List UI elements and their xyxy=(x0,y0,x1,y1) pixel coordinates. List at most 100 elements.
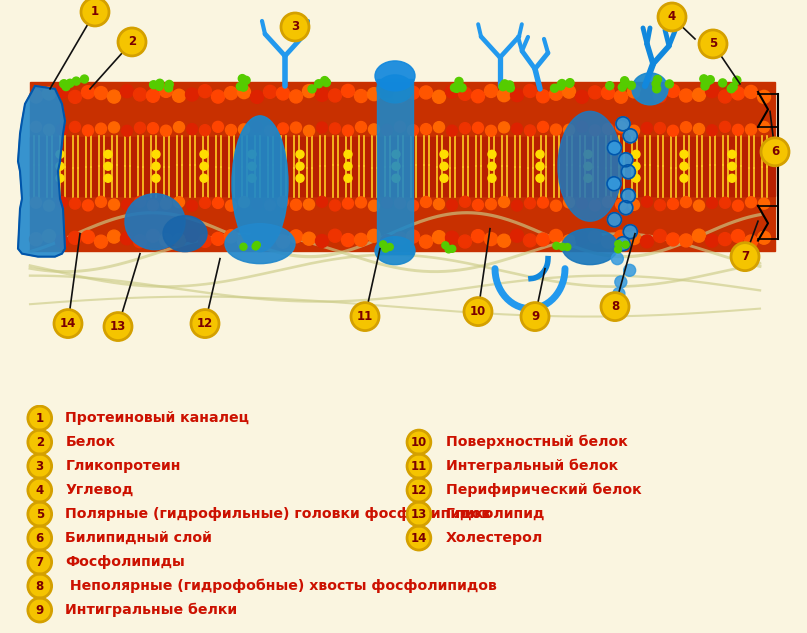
Circle shape xyxy=(615,246,621,253)
Circle shape xyxy=(733,76,741,84)
Circle shape xyxy=(641,235,654,248)
Circle shape xyxy=(394,91,407,103)
Circle shape xyxy=(680,150,688,158)
Text: Гликолипид: Гликолипид xyxy=(445,507,545,521)
Circle shape xyxy=(252,122,262,132)
Circle shape xyxy=(31,197,41,208)
Text: 2: 2 xyxy=(36,436,44,449)
Circle shape xyxy=(557,82,565,90)
Circle shape xyxy=(224,230,237,242)
Text: Холестерол: Холестерол xyxy=(445,531,543,545)
Text: 14: 14 xyxy=(60,317,76,330)
Text: 12: 12 xyxy=(411,484,427,496)
Circle shape xyxy=(608,213,621,227)
Text: 3: 3 xyxy=(291,20,299,34)
Circle shape xyxy=(486,199,496,210)
Text: 1: 1 xyxy=(36,411,44,425)
Circle shape xyxy=(379,241,387,248)
Circle shape xyxy=(72,77,80,85)
Circle shape xyxy=(265,125,275,136)
Text: Белок: Белок xyxy=(65,435,115,449)
Circle shape xyxy=(43,87,56,100)
Circle shape xyxy=(680,197,692,208)
Circle shape xyxy=(155,82,163,91)
Circle shape xyxy=(329,200,341,211)
Circle shape xyxy=(95,196,107,207)
Circle shape xyxy=(69,231,82,244)
Circle shape xyxy=(667,125,679,136)
Circle shape xyxy=(56,197,68,208)
Circle shape xyxy=(367,87,380,101)
Circle shape xyxy=(758,91,771,103)
Circle shape xyxy=(239,197,249,208)
Circle shape xyxy=(199,85,211,97)
Text: Билипидный слой: Билипидный слой xyxy=(65,531,212,545)
Circle shape xyxy=(680,174,688,182)
Circle shape xyxy=(152,174,160,182)
Circle shape xyxy=(28,598,52,622)
Circle shape xyxy=(250,91,264,103)
Circle shape xyxy=(693,200,705,211)
Circle shape xyxy=(165,84,173,92)
Circle shape xyxy=(562,85,575,98)
Text: 13: 13 xyxy=(411,508,427,520)
Circle shape xyxy=(69,122,81,132)
Circle shape xyxy=(488,162,496,170)
Circle shape xyxy=(642,122,653,134)
Circle shape xyxy=(81,75,89,83)
Text: 8: 8 xyxy=(611,300,619,313)
Circle shape xyxy=(557,80,565,89)
Circle shape xyxy=(200,174,208,182)
Circle shape xyxy=(559,243,566,250)
Text: Гликопротеин: Гликопротеин xyxy=(65,459,181,473)
Circle shape xyxy=(500,80,508,88)
Circle shape xyxy=(654,75,662,84)
Circle shape xyxy=(446,199,458,211)
Circle shape xyxy=(81,0,109,26)
Circle shape xyxy=(621,165,635,179)
Text: 3: 3 xyxy=(36,460,44,473)
Circle shape xyxy=(550,84,558,92)
Text: 5: 5 xyxy=(36,508,44,520)
Circle shape xyxy=(342,125,353,136)
Circle shape xyxy=(499,83,507,91)
Circle shape xyxy=(395,197,405,209)
Circle shape xyxy=(264,231,277,244)
Circle shape xyxy=(728,174,736,182)
Circle shape xyxy=(623,129,638,143)
Circle shape xyxy=(82,230,94,244)
Text: 7: 7 xyxy=(36,556,44,568)
Circle shape xyxy=(706,125,717,136)
Circle shape xyxy=(433,199,445,210)
Circle shape xyxy=(382,245,389,252)
Circle shape xyxy=(453,84,461,92)
Circle shape xyxy=(488,174,496,182)
Circle shape xyxy=(632,162,640,170)
Circle shape xyxy=(654,89,667,103)
Circle shape xyxy=(316,89,328,101)
Circle shape xyxy=(464,298,492,325)
Circle shape xyxy=(458,235,471,248)
Circle shape xyxy=(165,80,174,89)
Circle shape xyxy=(679,89,692,102)
Circle shape xyxy=(407,230,420,243)
Circle shape xyxy=(56,124,68,135)
Circle shape xyxy=(253,241,261,248)
Circle shape xyxy=(420,123,432,135)
Circle shape xyxy=(54,310,82,337)
Circle shape xyxy=(616,122,626,133)
Circle shape xyxy=(727,85,735,92)
Circle shape xyxy=(471,230,484,242)
Circle shape xyxy=(619,153,633,166)
Circle shape xyxy=(173,89,186,103)
Circle shape xyxy=(536,162,544,170)
Circle shape xyxy=(667,84,679,97)
Circle shape xyxy=(94,235,107,248)
Circle shape xyxy=(566,78,574,87)
Circle shape xyxy=(82,125,94,136)
Circle shape xyxy=(148,200,158,211)
Circle shape xyxy=(120,232,133,245)
Circle shape xyxy=(692,88,705,101)
Ellipse shape xyxy=(562,229,618,265)
Circle shape xyxy=(524,234,537,247)
